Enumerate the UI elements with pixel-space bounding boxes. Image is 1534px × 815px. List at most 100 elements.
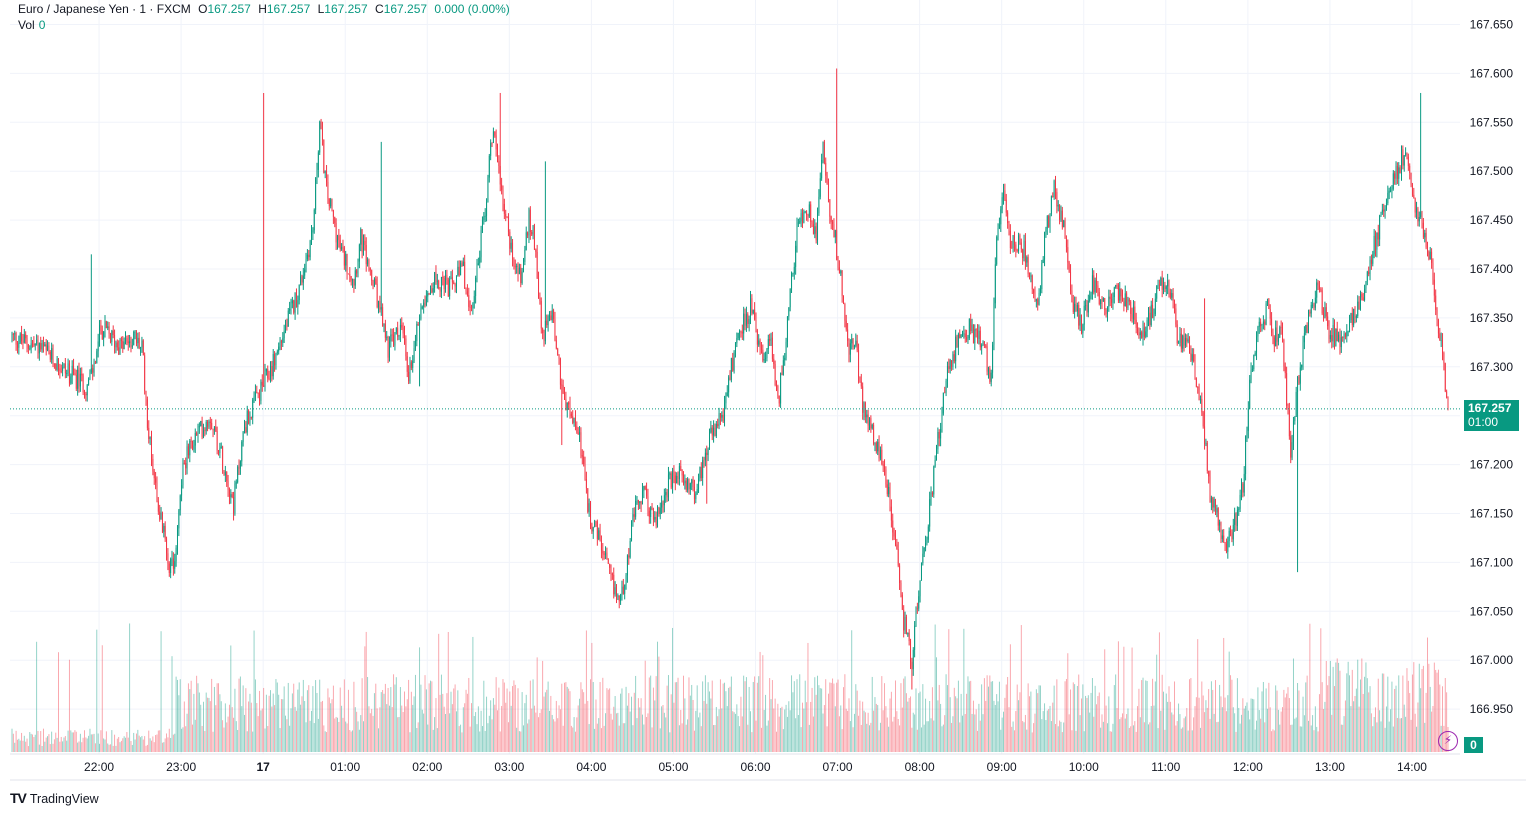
volume-bar <box>540 709 542 752</box>
volume-bar <box>78 741 80 752</box>
volume-bar <box>1431 711 1433 752</box>
volume-bar <box>837 679 839 752</box>
candle-body <box>818 196 820 214</box>
volume-value: 0 <box>38 18 46 32</box>
candle-body <box>1213 499 1215 508</box>
time-axis[interactable]: 22:00 23:00 17 01:00 02:00 03:00 04:00 05:00 06:… <box>84 760 1427 774</box>
volume-bar <box>962 715 963 752</box>
candle-body <box>1258 321 1260 327</box>
candle-body <box>395 327 397 333</box>
candle-body <box>1387 192 1389 204</box>
lightning-icon[interactable]: ⚡ <box>1438 731 1458 751</box>
candle-body <box>1004 190 1006 200</box>
candle-body <box>138 337 140 349</box>
volume-bar <box>1050 721 1052 752</box>
candle-body <box>1130 301 1132 314</box>
volume-bar <box>994 704 996 752</box>
volume-bar <box>1096 704 1098 752</box>
tradingview-logo[interactable]: TV TradingView <box>10 790 99 806</box>
volume-bar <box>808 724 810 752</box>
volume-bar <box>1250 698 1252 752</box>
volume-bar <box>840 705 842 752</box>
candle-body <box>491 142 493 144</box>
candle-body <box>784 357 786 361</box>
candle-body <box>205 421 207 431</box>
candle-body <box>1321 290 1323 314</box>
candle-body <box>777 386 779 396</box>
candle-body <box>525 232 527 250</box>
candle-body <box>457 266 459 276</box>
candle-body <box>937 432 939 450</box>
candle-body <box>190 440 192 442</box>
volume-bar <box>1401 718 1402 752</box>
volume-bar <box>1175 725 1177 752</box>
volume-bar <box>1242 698 1244 752</box>
volume-bar <box>817 675 819 752</box>
volume-bar <box>1273 730 1275 752</box>
candle-body <box>198 426 200 428</box>
candle-body <box>111 330 113 342</box>
volume-bar <box>358 729 360 752</box>
candle-body <box>852 338 854 348</box>
candle-body <box>888 486 890 495</box>
volume-bar <box>73 732 75 752</box>
candle-body <box>319 121 321 153</box>
candle-body <box>1362 297 1364 301</box>
candle-body <box>1169 292 1171 298</box>
candle-body <box>591 523 593 532</box>
symbol-legend[interactable]: Euro / Japanese Yen · 1 · FXCM O167.257 … <box>18 1 510 17</box>
candle-body <box>264 371 266 387</box>
tradingview-logo-icon: TV <box>10 790 27 806</box>
volume-bar <box>163 742 165 752</box>
volume-bar <box>982 714 984 752</box>
candle-body <box>301 276 303 283</box>
candle-body <box>436 280 438 282</box>
volume-bar <box>82 737 84 752</box>
candle-body <box>1199 398 1201 401</box>
volume-bar <box>1130 726 1132 752</box>
candle-body <box>631 520 633 542</box>
symbol-title[interactable]: Euro / Japanese Yen · 1 · FXCM <box>18 2 191 16</box>
volume-bar <box>1142 677 1144 752</box>
volume-bar <box>885 706 887 752</box>
volume-bar <box>193 693 195 752</box>
volume-bar <box>335 716 337 752</box>
volume-bar <box>620 693 622 752</box>
candle-body <box>1209 476 1211 503</box>
candle-body <box>1313 304 1315 308</box>
candle-body <box>516 266 518 267</box>
volume-bar <box>758 676 760 752</box>
time-tick-label: 03:00 <box>494 760 524 774</box>
price-axis[interactable]: 167.650167.600167.550167.500167.450167.4… <box>1470 18 1514 717</box>
volume-legend[interactable]: Vol 0 <box>18 17 45 33</box>
candle-body <box>449 278 451 297</box>
candle-body <box>130 341 132 347</box>
volume-bar <box>127 737 129 752</box>
candle-body <box>213 426 215 431</box>
candle-body <box>602 550 604 554</box>
candle-body <box>825 162 827 176</box>
candle-body <box>658 507 660 514</box>
volume-bar <box>213 686 215 752</box>
candle-body <box>409 362 411 382</box>
candle-body <box>1410 172 1412 185</box>
volume-bar <box>628 693 630 752</box>
candle-body <box>715 423 717 436</box>
volume-bar <box>119 742 121 752</box>
volume-bar <box>241 706 243 752</box>
candle-body <box>770 337 772 341</box>
volume-bar <box>767 720 769 752</box>
candle-body <box>1279 327 1281 338</box>
volume-bar <box>361 678 363 752</box>
candle-body <box>224 471 226 476</box>
volume-bar <box>486 696 488 752</box>
candle-body <box>373 278 375 286</box>
volume-bar <box>48 734 50 752</box>
volume-bar <box>896 711 898 752</box>
volume-bar <box>970 680 972 752</box>
candle-body <box>1269 309 1271 319</box>
candle-body <box>335 223 337 243</box>
candle-body <box>992 344 994 373</box>
volume-bar <box>466 693 468 752</box>
